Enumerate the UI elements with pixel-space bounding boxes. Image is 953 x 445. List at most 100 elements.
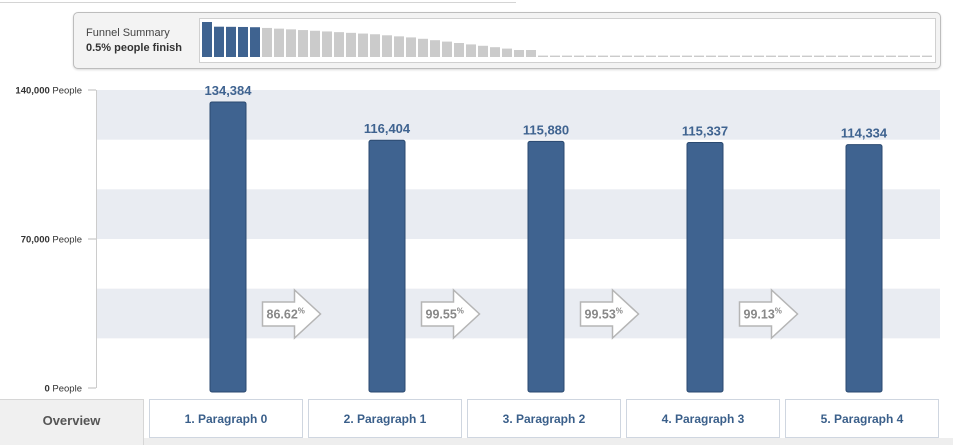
mini-funnel-bar bbox=[790, 55, 800, 57]
mini-funnel-bar bbox=[310, 30, 320, 57]
mini-funnel-svg bbox=[202, 22, 932, 57]
tab-overview[interactable]: Overview bbox=[0, 399, 144, 445]
y-tick-unit: People bbox=[50, 86, 82, 97]
mini-funnel-bar bbox=[514, 50, 524, 57]
y-tick-label: 140,000 People bbox=[15, 86, 82, 97]
mini-funnel-bar bbox=[214, 26, 224, 57]
conversion-label: 99.53% bbox=[585, 307, 623, 322]
mini-funnel-bar bbox=[466, 44, 476, 57]
bar[interactable] bbox=[527, 140, 565, 393]
mini-funnel-bar bbox=[478, 45, 488, 57]
mini-funnel-bar bbox=[286, 29, 296, 57]
mini-funnel-bar bbox=[766, 55, 776, 57]
arrow-shape bbox=[579, 288, 640, 340]
bar-value-label: 114,334 bbox=[841, 126, 888, 141]
mini-funnel-bar bbox=[622, 55, 632, 57]
mini-funnel-bar bbox=[862, 55, 872, 57]
mini-funnel-bar bbox=[550, 55, 560, 57]
conversion-value: 86.62 bbox=[267, 308, 298, 322]
tab-step-5[interactable]: 5. Paragraph 4 bbox=[785, 399, 939, 438]
arrow-shape bbox=[420, 288, 481, 340]
mini-funnel-bar bbox=[814, 55, 824, 57]
mini-funnel-bar bbox=[502, 48, 512, 57]
mini-funnel-bar bbox=[346, 32, 356, 57]
bottom-strip bbox=[144, 438, 953, 445]
bar-value-label: 115,337 bbox=[682, 123, 728, 138]
bar[interactable] bbox=[845, 144, 883, 393]
conversion-percent-sign: % bbox=[775, 307, 782, 316]
mini-funnel-bar bbox=[754, 55, 764, 57]
mini-funnel-bar bbox=[394, 36, 404, 57]
bar-value-label: 116,404 bbox=[364, 121, 411, 136]
arrow-shape bbox=[738, 288, 799, 340]
funnel-summary-subtitle: 0.5% people finish bbox=[86, 42, 182, 54]
mini-funnel-bar bbox=[382, 35, 392, 57]
mini-funnel-chart[interactable] bbox=[199, 18, 936, 63]
mini-funnel-bar bbox=[886, 55, 896, 57]
tab-step-2[interactable]: 2. Paragraph 1 bbox=[308, 399, 462, 438]
y-tick-unit: People bbox=[50, 235, 82, 246]
bar[interactable] bbox=[686, 141, 724, 393]
mini-funnel-bar bbox=[682, 55, 692, 57]
mini-funnel-bar bbox=[250, 27, 260, 57]
mini-funnel-bar bbox=[802, 55, 812, 57]
tab-step-4[interactable]: 4. Paragraph 3 bbox=[626, 399, 780, 438]
mini-funnel-bar bbox=[718, 55, 728, 57]
conversion-value: 99.55 bbox=[426, 308, 457, 322]
mini-funnel-bar bbox=[562, 55, 572, 57]
y-tick-label: 0 People bbox=[44, 384, 82, 395]
conversion-arrow: 99.55% bbox=[420, 288, 481, 340]
mini-funnel-bar bbox=[454, 43, 464, 57]
mini-funnel-bar bbox=[730, 55, 740, 57]
mini-funnel-bar bbox=[322, 31, 332, 57]
mini-funnel-bar bbox=[742, 55, 752, 57]
mini-funnel-bar bbox=[298, 30, 308, 57]
step-tabs: Overview 1. Paragraph 0 2. Paragraph 1 3… bbox=[0, 399, 953, 445]
mini-funnel-bar bbox=[706, 55, 716, 57]
mini-funnel-bar bbox=[526, 50, 536, 57]
mini-funnel-bar bbox=[370, 34, 380, 57]
mini-funnel-bar bbox=[442, 41, 452, 57]
funnel-summary-text: Funnel Summary 0.5% people finish bbox=[86, 26, 182, 56]
y-tick-value: 70,000 bbox=[21, 235, 50, 246]
mini-funnel-bar bbox=[646, 55, 656, 57]
mini-funnel-bar bbox=[358, 33, 368, 57]
bar[interactable] bbox=[209, 101, 247, 393]
top-divider bbox=[0, 0, 516, 3]
mini-funnel-bar bbox=[610, 55, 620, 57]
mini-funnel-bar bbox=[922, 55, 932, 57]
conversion-percent-sign: % bbox=[457, 307, 464, 316]
conversion-arrow: 99.13% bbox=[738, 288, 799, 340]
mini-funnel-bar bbox=[418, 38, 428, 57]
arrow-shape bbox=[261, 288, 322, 340]
conversion-percent-sign: % bbox=[298, 307, 305, 316]
mini-funnel-bar bbox=[202, 22, 212, 57]
bar-value-label: 134,384 bbox=[205, 83, 253, 98]
funnel-summary-title: Funnel Summary bbox=[86, 27, 170, 39]
y-tick-value: 0 bbox=[44, 384, 49, 395]
mini-funnel-bar bbox=[826, 55, 836, 57]
tab-step-3[interactable]: 3. Paragraph 2 bbox=[467, 399, 621, 438]
mini-funnel-bar bbox=[634, 55, 644, 57]
conversion-value: 99.53 bbox=[585, 308, 616, 322]
conversion-arrow: 99.53% bbox=[579, 288, 640, 340]
mini-funnel-bar bbox=[574, 55, 584, 57]
funnel-summary-panel[interactable]: Funnel Summary 0.5% people finish bbox=[73, 12, 941, 69]
conversion-arrow: 86.62% bbox=[261, 288, 322, 340]
mini-funnel-bar bbox=[910, 55, 920, 57]
mini-funnel-bar bbox=[406, 37, 416, 57]
mini-funnel-bar bbox=[262, 27, 272, 57]
mini-funnel-bar bbox=[226, 26, 236, 57]
mini-funnel-bar bbox=[490, 47, 500, 57]
mini-funnel-bar bbox=[898, 55, 908, 57]
mini-funnel-bar bbox=[658, 55, 668, 57]
mini-funnel-bar bbox=[838, 55, 848, 57]
mini-funnel-bar bbox=[670, 55, 680, 57]
mini-funnel-bar bbox=[538, 55, 548, 57]
mini-funnel-bar bbox=[334, 32, 344, 57]
mini-funnel-bar bbox=[586, 55, 596, 57]
bar[interactable] bbox=[368, 139, 406, 393]
conversion-percent-sign: % bbox=[616, 307, 623, 316]
tab-step-1[interactable]: 1. Paragraph 0 bbox=[149, 399, 303, 438]
